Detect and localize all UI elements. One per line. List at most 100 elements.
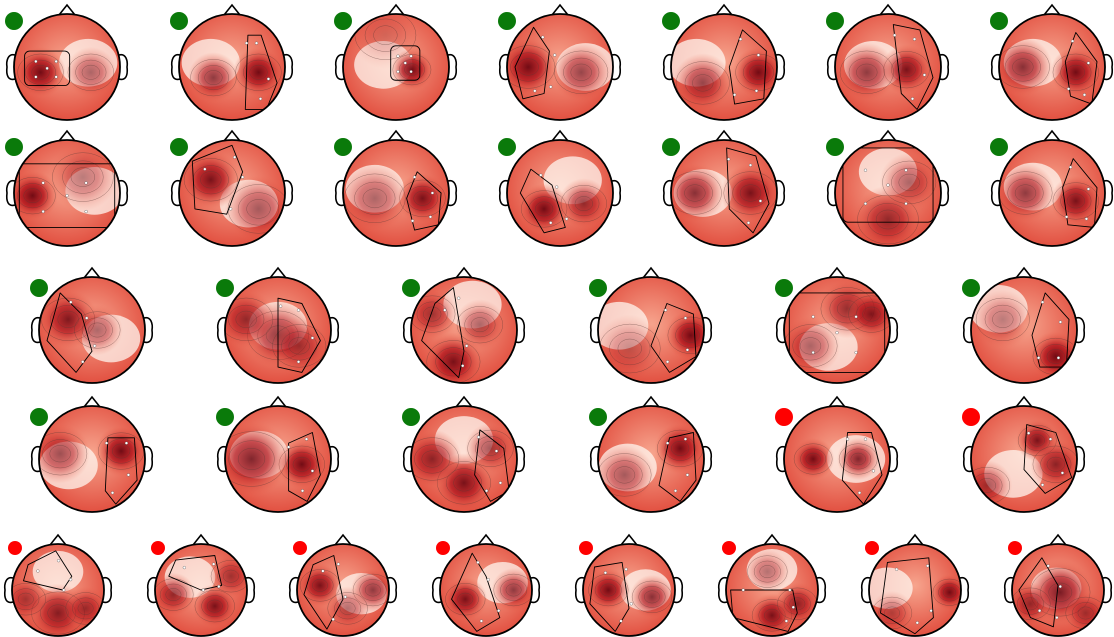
electrode-dot (304, 437, 309, 441)
electrode-dot (465, 344, 469, 348)
left-ear (216, 316, 227, 344)
nose (642, 395, 660, 408)
topomap (826, 3, 950, 121)
left-ear (431, 576, 442, 604)
nose (1043, 129, 1061, 142)
electrode-dot (754, 89, 759, 93)
right-ear (816, 576, 827, 604)
electrode-dot (784, 619, 788, 623)
left-ear (775, 445, 786, 473)
status-dot-green (402, 408, 420, 426)
topomap (216, 395, 340, 513)
heatmap (784, 277, 890, 383)
status-dot-green (662, 138, 680, 156)
electrode-dot (539, 173, 543, 177)
electrode-dot (835, 331, 839, 335)
topomap (3, 533, 113, 637)
electrode-dot (266, 77, 270, 81)
nose (223, 3, 241, 16)
heatmap (726, 544, 818, 636)
electrode-dot (565, 217, 569, 221)
nose (223, 129, 241, 142)
electrode-dot (553, 53, 557, 57)
status-dot-red (962, 408, 980, 426)
electrode-dot (396, 54, 400, 58)
right-ear (102, 576, 113, 604)
right-ear (530, 576, 541, 604)
roi-outline (1023, 424, 1073, 494)
electrode-dot (1027, 431, 1031, 435)
heatmap (671, 140, 777, 246)
nose (620, 533, 638, 546)
status-dot-green (498, 138, 516, 156)
roi-outline (1062, 158, 1098, 228)
roi-outline (788, 292, 886, 373)
left-ear (3, 576, 14, 604)
head-outline (506, 13, 614, 121)
electrode-dot (182, 566, 186, 570)
right-ear (118, 179, 129, 207)
electrode-dot (926, 564, 930, 568)
heatmap (39, 406, 145, 512)
status-dot-red (775, 408, 793, 426)
electrode-dot (477, 435, 481, 439)
electrode-dot (479, 619, 483, 623)
right-ear (387, 576, 398, 604)
topomap (962, 266, 1086, 384)
head-outline (178, 13, 286, 121)
electrode-dot (811, 350, 815, 355)
nose (828, 395, 846, 408)
electrode-dot (203, 167, 207, 171)
status-dot-red (8, 541, 22, 555)
roi-outline (474, 429, 510, 502)
left-ear (860, 576, 871, 604)
roi-outline (303, 555, 344, 630)
heatmap (1012, 544, 1104, 636)
heatmap (411, 406, 517, 512)
electrode-dot (201, 588, 205, 592)
electrode-dot (1046, 564, 1050, 568)
electrode-dot (484, 489, 489, 493)
topomap (860, 533, 970, 637)
electrode-dot (310, 336, 315, 340)
roi-outline (244, 34, 278, 110)
electrode-dot (549, 221, 553, 225)
head-outline (224, 405, 332, 513)
electrode-dot (811, 315, 815, 319)
status-dot-green (962, 279, 980, 297)
heatmap (225, 277, 331, 383)
status-dot-red (722, 541, 736, 555)
electrode-dot (1070, 39, 1075, 43)
right-ear (143, 316, 154, 344)
electrode-dot (296, 360, 301, 364)
nose (83, 395, 101, 408)
heatmap (598, 406, 704, 512)
heatmap (869, 544, 961, 636)
head-outline (597, 276, 705, 384)
nose (1049, 533, 1067, 546)
left-ear (990, 179, 1001, 207)
nose (551, 3, 569, 16)
electrode-dot (279, 304, 283, 308)
heatmap (507, 14, 613, 120)
roi-outline (589, 561, 630, 632)
head-outline (868, 543, 962, 637)
electrode-dot (217, 584, 221, 589)
right-ear (702, 316, 713, 344)
topomap (990, 129, 1114, 247)
heatmap (411, 277, 517, 383)
electrode-dot (84, 210, 88, 214)
electrode-dot (1069, 165, 1073, 169)
electrode-dot (685, 348, 689, 352)
electrode-dot (1084, 217, 1088, 221)
nose (455, 395, 473, 408)
roi-outline (728, 29, 767, 105)
electrode-dot (254, 41, 259, 45)
electrode-dot (396, 70, 400, 74)
head-outline (38, 405, 146, 513)
roi-outline (168, 555, 223, 591)
status-dot-green (170, 138, 188, 156)
left-ear (216, 445, 227, 473)
right-ear (1103, 53, 1114, 81)
electrode-dot (863, 437, 868, 441)
